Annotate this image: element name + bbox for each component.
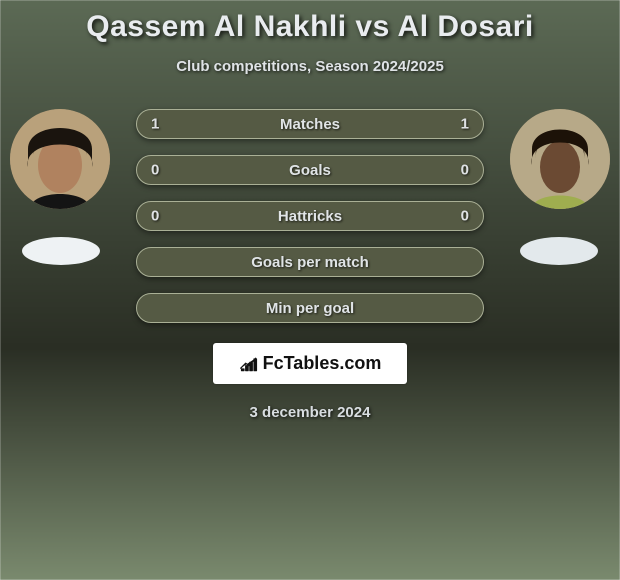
player-right-avatar (510, 109, 610, 209)
stat-row: 0 Goals 0 (136, 155, 484, 185)
stat-row: 0 Hattricks 0 (136, 201, 484, 231)
stat-right-value: 1 (461, 116, 469, 133)
stat-right-value: 0 (461, 162, 469, 179)
player-left-badge (22, 237, 100, 265)
stat-label: Min per goal (266, 300, 354, 317)
comparison-card: Qassem Al Nakhli vs Al Dosari Club compe… (0, 0, 620, 580)
stat-rows: 1 Matches 1 0 Goals 0 0 Hattricks 0 Goal… (136, 109, 484, 323)
player-right-badge (520, 237, 598, 265)
stat-label: Goals per match (251, 254, 369, 271)
player-left-avatar (10, 109, 110, 209)
subtitle: Club competitions, Season 2024/2025 (176, 58, 444, 75)
chart-icon (239, 354, 259, 374)
date-text: 3 december 2024 (250, 404, 371, 421)
stat-label: Goals (289, 162, 331, 179)
face-icon (540, 141, 580, 193)
stat-right-value: 0 (461, 208, 469, 225)
brand-text: FcTables.com (263, 353, 382, 374)
stat-label: Hattricks (278, 208, 342, 225)
stat-label: Matches (280, 116, 340, 133)
stat-row: Min per goal (136, 293, 484, 323)
compare-area: 1 Matches 1 0 Goals 0 0 Hattricks 0 Goal… (0, 109, 620, 323)
stat-left-value: 1 (151, 116, 159, 133)
brand-badge: FcTables.com (213, 343, 408, 384)
stat-left-value: 0 (151, 162, 159, 179)
stat-row: 1 Matches 1 (136, 109, 484, 139)
stat-left-value: 0 (151, 208, 159, 225)
page-title: Qassem Al Nakhli vs Al Dosari (86, 10, 533, 44)
stat-row: Goals per match (136, 247, 484, 277)
